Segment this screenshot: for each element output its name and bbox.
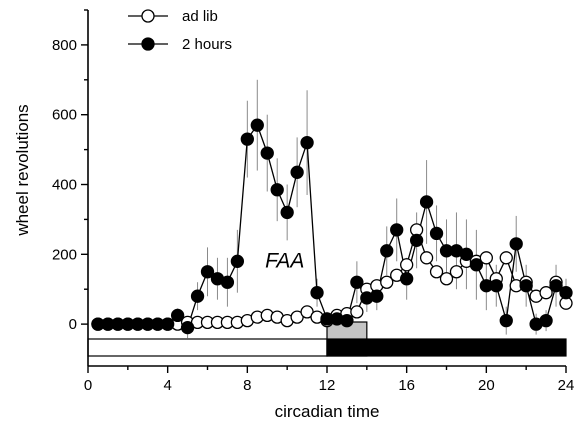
point-2-hours xyxy=(409,233,424,248)
x-tick-label: 16 xyxy=(398,377,415,394)
point-2-hours xyxy=(380,244,394,258)
x-tick-label: 12 xyxy=(319,377,336,394)
legend-label: 2 hours xyxy=(182,36,232,53)
point-ad-lib xyxy=(449,265,464,279)
annotation-faa: FAA xyxy=(265,250,304,273)
y-tick-label: 0 xyxy=(69,316,77,333)
point-2-hours xyxy=(161,317,175,331)
bars-layer xyxy=(87,321,567,357)
y-tick-label: 200 xyxy=(52,246,77,263)
point-2-hours xyxy=(260,146,274,160)
point-2-hours xyxy=(180,320,195,335)
point-2-hours xyxy=(370,289,384,303)
y-tick-label: 800 xyxy=(52,37,77,54)
point-ad-lib xyxy=(400,258,414,272)
point-2-hours xyxy=(340,313,354,328)
point-2-hours xyxy=(519,279,533,293)
point-2-hours xyxy=(559,286,573,300)
point-2-hours xyxy=(300,135,314,150)
point-2-hours xyxy=(240,132,254,146)
x-tick-label: 0 xyxy=(84,377,92,394)
bar-light xyxy=(87,338,328,357)
point-ad-lib xyxy=(429,265,444,279)
point-2-hours xyxy=(549,279,563,293)
point-ad-lib xyxy=(350,305,364,319)
point-2-hours xyxy=(509,237,523,251)
point-2-hours xyxy=(230,254,245,268)
point-2-hours xyxy=(390,223,404,237)
point-ad-lib xyxy=(439,272,454,286)
x-axis-title: circadian time xyxy=(275,402,380,421)
point-ad-lib xyxy=(419,251,434,265)
y-tick-label: 400 xyxy=(52,177,77,194)
point-2-hours xyxy=(350,275,364,289)
grid-axes: 0 200 400 600 800 0 4 8 12 16 20 24 xyxy=(52,9,575,394)
point-2-hours xyxy=(190,289,205,303)
legend-marker xyxy=(141,37,155,51)
error-bars xyxy=(97,79,567,339)
point-2-hours xyxy=(539,313,553,328)
legend: ad lib 2 hours xyxy=(128,8,232,53)
point-2-hours xyxy=(419,195,434,209)
point-2-hours xyxy=(280,205,294,220)
point-2-hours xyxy=(429,226,444,241)
x-tick-label: 8 xyxy=(243,377,251,394)
point-2-hours xyxy=(469,258,484,272)
x-tick-label: 4 xyxy=(163,377,171,394)
point-2-hours xyxy=(200,265,215,279)
bar-dark xyxy=(326,338,567,357)
point-2-hours xyxy=(459,247,474,261)
legend-marker xyxy=(141,9,155,23)
point-2-hours xyxy=(489,279,503,293)
point-2-hours xyxy=(170,308,185,323)
y-axis-title: wheel revolutions xyxy=(13,104,32,236)
point-ad-lib xyxy=(479,251,493,265)
point-2-hours xyxy=(250,118,264,132)
x-tick-label: 24 xyxy=(558,377,575,394)
point-2-hours xyxy=(290,165,304,179)
x-tick-label: 20 xyxy=(478,377,495,394)
point-ad-lib xyxy=(380,275,394,289)
point-2-hours xyxy=(400,272,414,286)
series-markers xyxy=(91,118,573,335)
point-2-hours xyxy=(270,183,284,197)
point-2-hours xyxy=(499,313,513,328)
point-ad-lib xyxy=(539,286,553,300)
legend-label: ad lib xyxy=(182,8,218,25)
point-ad-lib xyxy=(499,251,513,265)
point-2-hours xyxy=(220,275,235,289)
point-2-hours xyxy=(310,286,324,300)
y-tick-label: 600 xyxy=(52,107,77,124)
